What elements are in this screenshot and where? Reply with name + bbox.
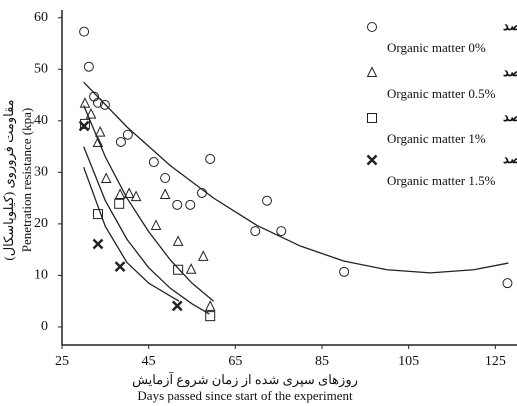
fit-curve [83,146,210,315]
point [502,278,513,289]
point [150,219,162,230]
point [173,264,184,275]
y-tick-label: 30 [34,165,48,180]
y-tick-label: 20 [34,216,48,231]
legend-label: مواد آلی یک درصد [503,108,517,125]
point [114,198,125,209]
point [276,226,287,237]
y-label: Penetration resistance (kpa) [19,108,34,252]
point [85,108,97,119]
fit-curve [83,81,509,274]
legend-label: Organic matter 1% [387,131,486,146]
x-tick-label: 85 [315,354,329,369]
point [92,136,104,147]
x-tick-label: 105 [398,354,419,369]
point [92,209,103,220]
point [160,173,171,184]
x-label: روزهای سپری شده از زمان شروع آزمایش [132,371,358,388]
point [367,113,377,123]
point [185,263,197,274]
point [172,235,184,246]
legend-label: Organic matter 0.5% [387,86,496,101]
x-tick-label: 125 [485,354,506,369]
y-tick-label: 40 [34,113,48,128]
point [197,250,209,261]
point [339,266,350,277]
legend-label: Organic matter 1.5% [387,173,496,188]
point [250,226,261,237]
point [130,190,142,202]
legend-label: مواد آلی صفر درصد [503,17,517,34]
point [261,195,272,206]
point [114,188,126,200]
point [99,99,110,110]
point [205,153,216,164]
x-tick-label: 65 [228,354,242,369]
point [78,120,90,132]
y-tick-label: 50 [34,61,48,76]
y-tick-label: 10 [34,268,48,283]
point [79,97,91,108]
legend-label: Organic matter 0% [387,40,486,55]
point [366,66,378,77]
x-tick-label: 45 [142,354,156,369]
x-tick-label: 25 [55,354,69,369]
point [92,97,103,108]
point [148,157,159,168]
point [100,172,112,184]
y-tick-label: 0 [41,319,48,334]
point [94,126,106,137]
legend-label: مواد آلی یک ونیم درصد [503,150,517,167]
legend-label: مواد آلی نیم درصد [503,63,517,80]
point [172,199,183,210]
point [205,311,216,322]
x-label: Days passed since start of the experimen… [137,388,353,403]
point [366,154,378,166]
point [115,136,126,147]
fit-curve [83,105,215,302]
point [114,261,126,273]
point [196,187,207,198]
point [83,61,94,72]
point [92,238,104,250]
point [123,187,135,198]
fit-curve [83,166,180,302]
point [79,26,90,37]
point [171,300,183,312]
y-label: مقاومت فروروی (کیلوپاسکال) [1,99,17,260]
point [367,22,377,32]
y-tick-label: 60 [34,10,48,25]
point [159,188,171,200]
point [204,300,216,311]
point [122,129,133,140]
point [185,199,196,210]
